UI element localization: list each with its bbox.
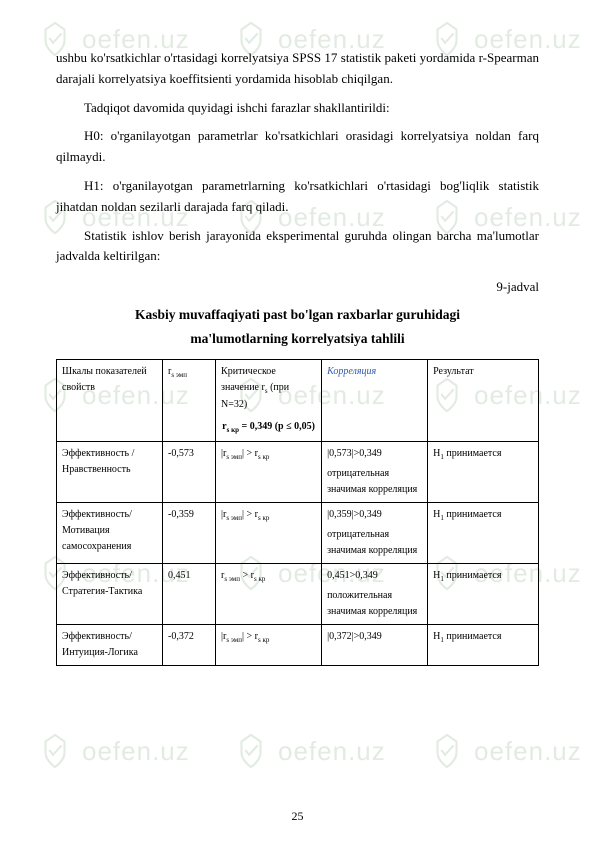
table-row: Эффективность/ Мотивация самосохранения … <box>57 502 539 563</box>
paragraph-4: H1: o'rganilayotgan parametrlarning ko'r… <box>56 176 539 218</box>
table-row: Эффективность / Нравственность -0,573 |r… <box>57 441 539 502</box>
cell: |rs эмп| > rs кр <box>216 502 322 563</box>
cell: |0,359|>0,349отрицательная значимая корр… <box>322 502 428 563</box>
table-subtitle: ma'lumotlarning korrelyatsiya tahlili <box>56 328 539 350</box>
cell: H1 принимается <box>428 563 539 624</box>
header-cell: Результат <box>428 360 539 441</box>
page-number: 25 <box>0 809 595 824</box>
cell: |0,573|>0,349отрицательная значимая корр… <box>322 441 428 502</box>
cell: 0,451 <box>163 563 216 624</box>
cell: -0,573 <box>163 441 216 502</box>
cell: Эффективность / Нравственность <box>57 441 163 502</box>
cell: -0,359 <box>163 502 216 563</box>
cell: Эффективность/ Стратегия-Тактика <box>57 563 163 624</box>
cell: |rs эмп| > rs кр <box>216 441 322 502</box>
page-content: ushbu ko'rsatkichlar o'rtasidagi korrely… <box>0 0 595 686</box>
table-title: Kasbiy muvaffaqiyati past bo'lgan raxbar… <box>56 304 539 326</box>
cell: |0,372|>0,349 <box>322 624 428 665</box>
header-cell: Критическое значение rs (при N=32) rs кр… <box>216 360 322 441</box>
paragraph-5: Statistik ishlov berish jarayonida ekspe… <box>56 226 539 268</box>
cell: Эффективность/ Мотивация самосохранения <box>57 502 163 563</box>
paragraph-2: Tadqiqot davomida quyidagi ishchi farazl… <box>56 98 539 119</box>
cell: H1 принимается <box>428 441 539 502</box>
table-row: Эффективность/ Интуиция-Логика -0,372 |r… <box>57 624 539 665</box>
cell: 0,451>0,349положительная значимая коррел… <box>322 563 428 624</box>
header-cell: rs эмп <box>163 360 216 441</box>
paragraph-1: ushbu ko'rsatkichlar o'rtasidagi korrely… <box>56 48 539 90</box>
cell: Эффективность/ Интуиция-Логика <box>57 624 163 665</box>
table-label: 9-jadval <box>56 277 539 298</box>
correlation-table: Шкалы показателей свойств rs эмп Критиче… <box>56 359 539 665</box>
cell: H1 принимается <box>428 624 539 665</box>
cell: -0,372 <box>163 624 216 665</box>
table-header-row: Шкалы показателей свойств rs эмп Критиче… <box>57 360 539 441</box>
cell: rs эмп > rs кр <box>216 563 322 624</box>
paragraph-3: H0: o'rganilayotgan parametrlar ko'rsatk… <box>56 126 539 168</box>
header-cell: Шкалы показателей свойств <box>57 360 163 441</box>
cell: |rs эмп| > rs кр <box>216 624 322 665</box>
header-cell: Корреляция <box>322 360 428 441</box>
table-row: Эффективность/ Стратегия-Тактика 0,451 r… <box>57 563 539 624</box>
cell: H1 принимается <box>428 502 539 563</box>
